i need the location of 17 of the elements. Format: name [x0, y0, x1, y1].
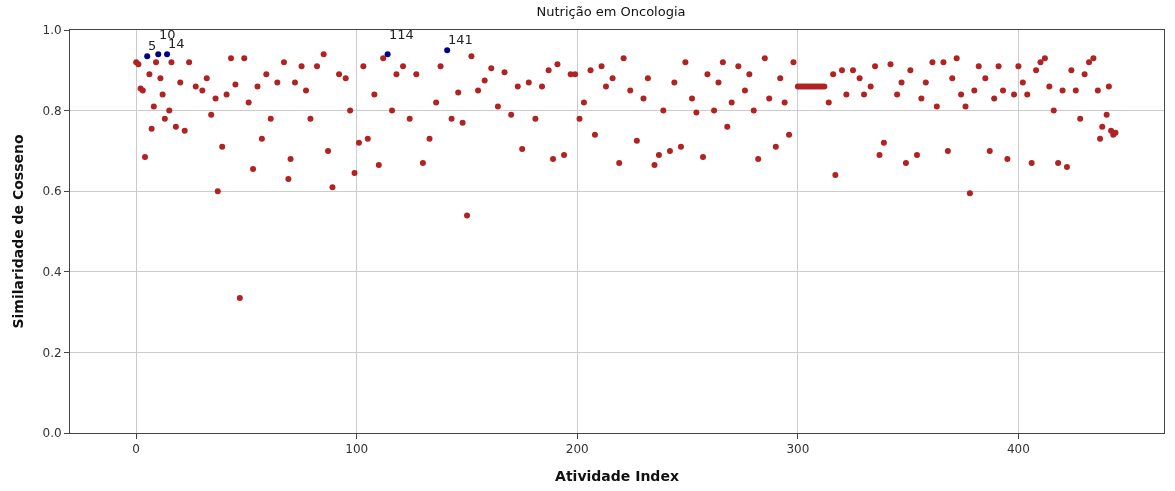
y-tick-label: 0.8: [42, 103, 62, 118]
y-tick-label: 0.2: [42, 345, 62, 360]
y-axis-title: Similaridade de Cosseno: [10, 134, 27, 329]
x-tick-label: 300: [786, 442, 810, 457]
x-axis-title: Atividade Index: [555, 467, 679, 484]
x-tick-label: 100: [345, 442, 369, 457]
annotation: 141: [448, 32, 473, 47]
x-tick-label: 0: [132, 442, 140, 457]
annotation: 5: [148, 38, 157, 53]
y-tick-label: 0.6: [42, 184, 62, 199]
annotation: 114: [389, 27, 414, 42]
x-tick-label: 200: [565, 442, 589, 457]
y-tick-label: 0.4: [42, 265, 62, 279]
x-tick-label: 400: [1006, 442, 1030, 457]
y-tick-label: 1.0: [42, 23, 62, 38]
chart-title: Nutrição em Oncologia: [536, 4, 686, 20]
y-tick-label: 0.0: [42, 426, 62, 441]
